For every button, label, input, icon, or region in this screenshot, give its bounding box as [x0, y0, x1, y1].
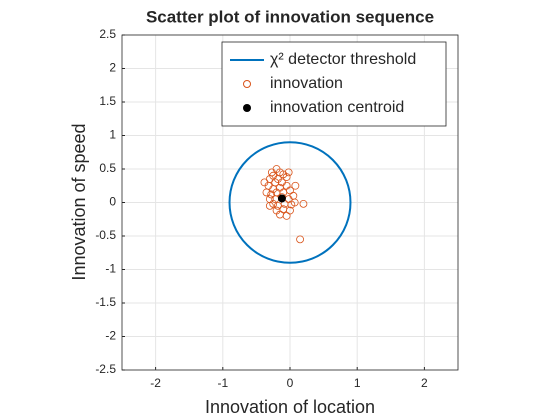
- innovation-point: [290, 198, 299, 207]
- innovation-point: [267, 168, 276, 177]
- centroid-point: [277, 194, 286, 203]
- y-tick-label: 0: [109, 195, 116, 209]
- legend-label: χ² detector threshold: [270, 51, 416, 68]
- x-axis-label: Innovation of location: [205, 397, 375, 417]
- innovation-point: [282, 211, 291, 220]
- legend-box: [221, 41, 447, 127]
- threshold-circle: [228, 141, 352, 264]
- y-tick-label: 2.5: [99, 27, 116, 41]
- x-tick-label: -1: [217, 376, 228, 390]
- y-tick-label: -0.5: [95, 228, 116, 242]
- chart-title: Scatter plot of innovation sequence: [146, 7, 434, 26]
- innovation-point: [296, 235, 304, 244]
- innovation-point: [265, 201, 274, 210]
- innovation-point: [267, 190, 276, 199]
- y-tick-label: 0.5: [99, 161, 116, 175]
- innovation-point: [260, 178, 269, 187]
- legend: χ² detector threshold innovation innovatio…: [221, 41, 447, 127]
- legend-marker: [243, 104, 251, 112]
- y-tick-label: -2.5: [95, 362, 116, 376]
- x-tick-label: 2: [421, 376, 428, 390]
- y-tick-label: 1: [109, 128, 116, 142]
- y-tick-label: -2: [105, 329, 116, 343]
- x-tick-label: 0: [287, 376, 294, 390]
- innovation-point: [299, 199, 308, 208]
- x-tick-label: 1: [354, 376, 361, 390]
- legend-marker: [243, 80, 251, 88]
- legend-label: innovation centroid: [270, 99, 404, 116]
- x-tick-label: -2: [150, 376, 161, 390]
- y-axis-label: Innovation of speed: [69, 123, 89, 280]
- innovation-point: [282, 173, 291, 181]
- y-tick-label: 2: [109, 61, 116, 75]
- y-tick-label: -1: [105, 262, 116, 276]
- innovation-point: [284, 168, 293, 177]
- y-tick-label: 1.5: [99, 94, 116, 108]
- legend-label: innovation: [270, 75, 343, 92]
- y-tick-label: -1.5: [95, 295, 116, 309]
- innovation-point: [262, 188, 271, 197]
- plot-frame: [121, 34, 459, 371]
- innovation-point: [291, 181, 300, 190]
